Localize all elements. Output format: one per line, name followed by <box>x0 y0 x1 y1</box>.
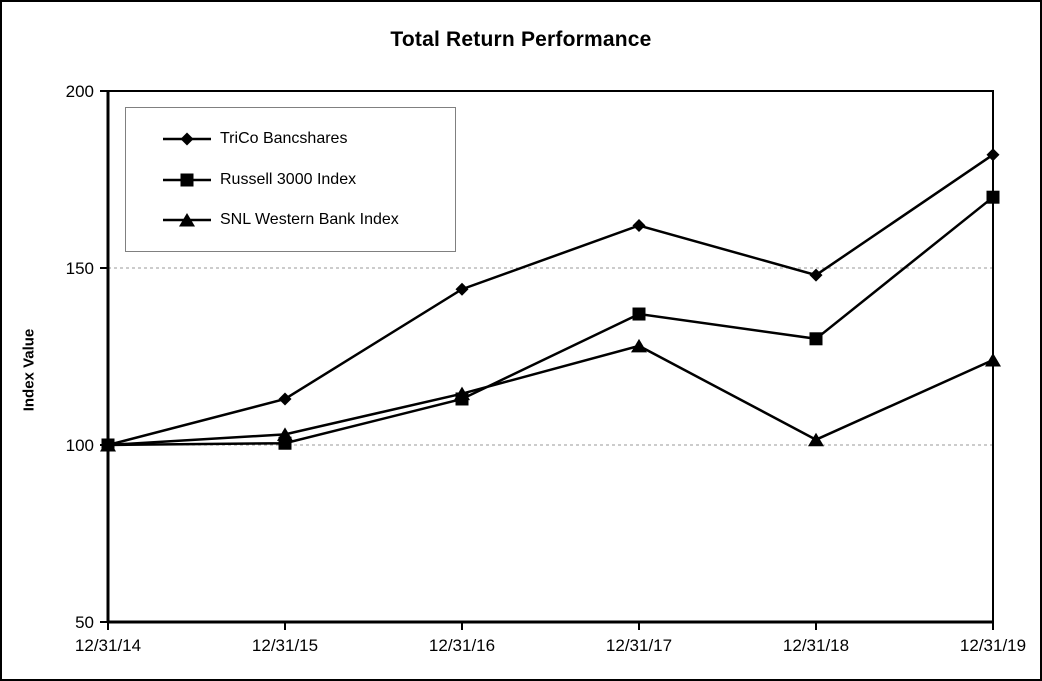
marker-square-2 <box>455 392 469 406</box>
marker-square-3 <box>632 307 646 321</box>
x-tick-label-3: 12/31/17 <box>606 636 672 655</box>
y-tick-label-50: 50 <box>75 613 94 632</box>
marker-triangle-4 <box>808 432 824 447</box>
legend-marker-triangle <box>179 212 195 227</box>
x-tick-label-4: 12/31/18 <box>783 636 849 655</box>
marker-triangle-3 <box>631 338 647 353</box>
legend-label: SNL Western Bank Index <box>220 210 399 228</box>
legend-marker-diamond <box>180 132 194 146</box>
y-tick-label-150: 150 <box>66 259 94 278</box>
marker-diamond-5 <box>986 148 1000 162</box>
marker-diamond-1 <box>278 392 292 406</box>
series-line-2 <box>107 344 994 447</box>
x-tick-label-1: 12/31/15 <box>252 636 318 655</box>
y-tick-label-200: 200 <box>66 82 94 101</box>
legend-item-russell-3000-index: Russell 3000 Index <box>163 171 455 189</box>
legend: TriCo Bancshares Russell 3000 Index SNL … <box>125 107 456 252</box>
marker-square-5 <box>986 190 1000 204</box>
legend-sample-square <box>163 173 211 186</box>
series-line-1 <box>107 196 994 447</box>
marker-square-4 <box>809 332 823 346</box>
x-tick-label-2: 12/31/16 <box>429 636 495 655</box>
legend-label: TriCo Bancshares <box>220 130 348 148</box>
x-tick-label-5: 12/31/19 <box>960 636 1026 655</box>
marker-diamond-2 <box>455 282 469 296</box>
legend-label: Russell 3000 Index <box>220 170 357 188</box>
legend-item-snl-western-bank-index: SNL Western Bank Index <box>163 211 455 229</box>
legend-marker-square <box>180 173 194 186</box>
x-tick-label-0: 12/31/14 <box>75 636 141 655</box>
y-tick-label-100: 100 <box>66 436 94 455</box>
legend-item-trico-bancshares: TriCo Bancshares <box>163 130 455 148</box>
marker-diamond-3 <box>632 219 646 233</box>
marker-square-1 <box>278 436 292 450</box>
series-line-0 <box>107 153 994 447</box>
marker-square-0 <box>101 438 115 452</box>
marker-diamond-4 <box>809 268 823 282</box>
marker-triangle-5 <box>985 353 1001 367</box>
legend-sample-diamond <box>163 132 211 146</box>
chart-title: Total Return Performance <box>390 28 652 51</box>
legend-sample-triangle <box>163 212 211 227</box>
